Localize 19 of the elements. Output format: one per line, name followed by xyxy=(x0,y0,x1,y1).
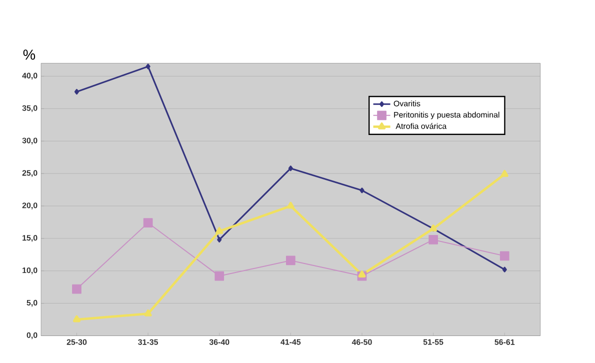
point xyxy=(72,316,81,322)
point xyxy=(217,237,222,243)
point xyxy=(143,218,153,228)
point xyxy=(216,227,224,234)
point xyxy=(214,272,224,281)
point xyxy=(502,266,507,273)
point xyxy=(144,310,152,317)
y-axis-title: % xyxy=(23,50,36,60)
point xyxy=(500,170,508,178)
point xyxy=(286,256,296,266)
point xyxy=(72,284,82,294)
point xyxy=(500,251,510,261)
point xyxy=(146,64,150,70)
point xyxy=(358,270,366,278)
point xyxy=(74,89,80,95)
point xyxy=(286,202,294,209)
point xyxy=(360,188,364,194)
point xyxy=(288,166,293,172)
point xyxy=(428,235,438,245)
